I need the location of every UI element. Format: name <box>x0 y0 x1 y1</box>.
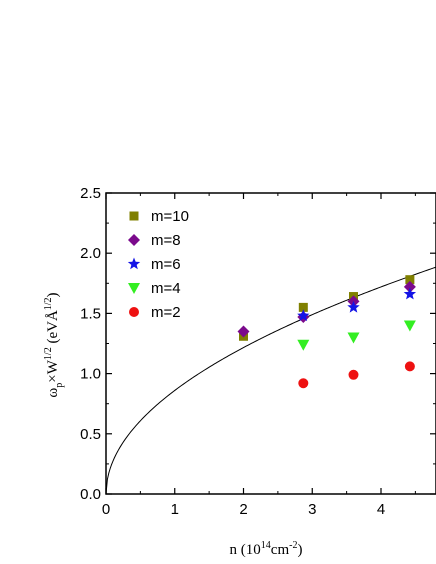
y-tick-label: 2.5 <box>80 185 101 202</box>
legend-label-m=2: m=2 <box>151 304 181 321</box>
data-point-m=4 <box>297 339 310 351</box>
legend-marker-m=2 <box>129 307 139 317</box>
data-point-m=6 <box>403 287 417 300</box>
data-point-m=6 <box>347 300 360 313</box>
data-point-m=2 <box>348 369 359 380</box>
data-point-m=8 <box>403 280 416 293</box>
y-tick-label: 1.0 <box>80 366 101 383</box>
data-point-m=10 <box>405 275 415 285</box>
y-tick-label: 2.0 <box>80 245 101 262</box>
y-axis-title: ωp×W1/2 (eVÅ1/2) <box>43 292 65 397</box>
legend-label-m=6: m=6 <box>151 256 181 273</box>
legend-label-m=8: m=8 <box>151 232 181 249</box>
x-axis-title: n (1014cm-2) <box>230 540 303 558</box>
data-points <box>237 275 417 389</box>
y-tick-label: 1.5 <box>80 305 101 322</box>
x-tick-label: 4 <box>377 501 385 518</box>
data-point-m=4 <box>403 320 416 332</box>
x-tick-label: 3 <box>308 501 316 518</box>
legend: m=10 m=8 m=6 m=4 m=2 <box>127 208 189 321</box>
data-point-m=8 <box>237 325 250 338</box>
data-point-m=10 <box>298 302 308 312</box>
y-tick-label: 0.5 <box>80 426 101 443</box>
data-point-m=6 <box>297 309 310 322</box>
legend-label-m=10: m=10 <box>151 208 189 225</box>
data-point-m=4 <box>347 332 360 344</box>
data-point-m=2 <box>404 361 415 372</box>
x-tick-label: 2 <box>239 501 247 518</box>
fit-curve <box>105 266 436 495</box>
legend-marker-m=6 <box>127 257 141 270</box>
y-tick-label: 0.0 <box>80 486 101 503</box>
axes: 0 1 2 3 4 0.0 0.5 1.0 1.5 2.0 2.5 <box>80 185 436 518</box>
legend-marker-m=4 <box>128 283 140 294</box>
legend-label-m=4: m=4 <box>151 280 181 297</box>
fit-curve-layer <box>105 266 436 495</box>
legend-marker-m=10 <box>129 211 139 221</box>
x-tick-label: 0 <box>102 501 110 518</box>
data-point-m=2 <box>298 378 309 389</box>
x-tick-label: 1 <box>171 501 179 518</box>
legend-marker-m=8 <box>128 234 140 246</box>
